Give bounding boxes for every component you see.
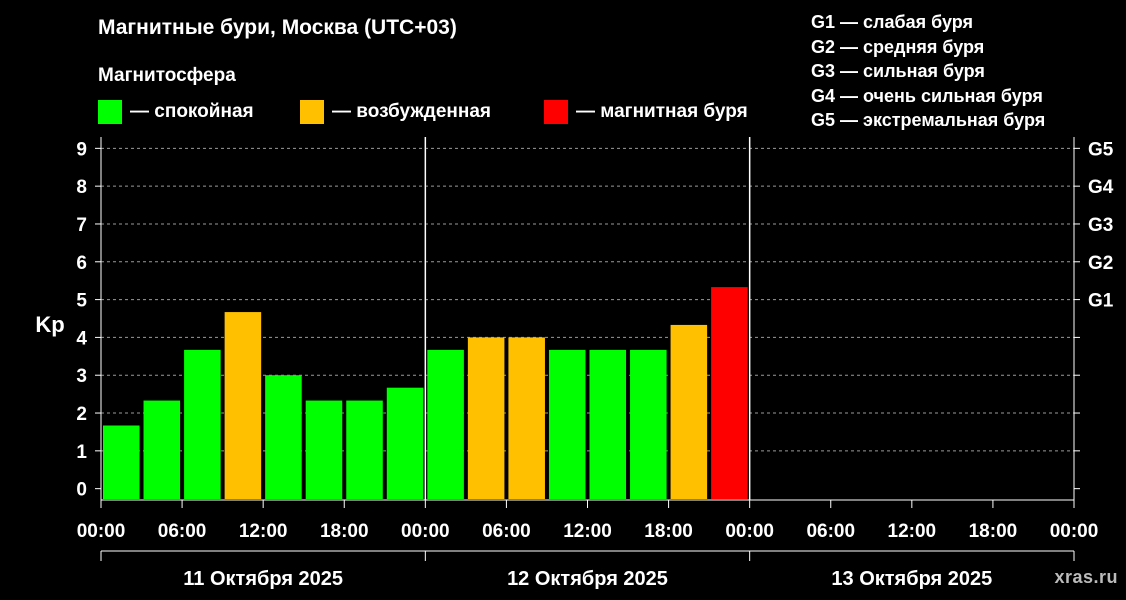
legend-swatch-storm [544,100,568,124]
y-tick-label: 9 [76,139,87,160]
axis-layer: 0 1 2 3 4 5 6 7 8 9 G1 G2 G3 G4 G5 Kp 00:00 06:00 12:00 18:… [35,137,1114,590]
y-tick-label: 0 [76,480,87,501]
kp-bar [589,349,627,499]
y-tick-label: 1 [76,442,87,463]
kp-bar [670,324,708,499]
storm-scale-g5: G5 — экстремальная буря [811,110,1046,130]
kp-bar [184,349,221,499]
watermark: xras.ru [1054,567,1118,587]
chart-subtitle: Магнитосфера [98,65,236,86]
y-tick-label: 6 [76,253,87,274]
kp-bar [630,349,667,499]
y-axis-label: Kp [35,312,64,337]
legend-label-excited: — возбужденная [332,101,492,122]
kp-bar [386,387,424,499]
y-tick-label: 5 [76,291,87,312]
kp-bar [103,425,140,499]
x-tick-label: 00:00 [725,521,774,542]
x-tick-label: 00:00 [1050,521,1099,542]
legend-item-excited: — возбужденная [300,99,491,125]
kp-bar [467,337,505,499]
storm-scale-g1: G1 — слабая буря [811,12,974,32]
kp-bar [224,312,262,499]
kp-bar [427,349,464,499]
storm-scale-g4: G4 — очень сильная буря [811,85,1043,106]
legend-label-calm: — спокойная [130,101,254,122]
y-tick-label: 2 [76,404,87,425]
bar-layer [103,287,748,499]
kp-bar [508,337,545,499]
y-tick-label: 3 [76,366,87,387]
x-tick-label: 00:00 [401,521,450,542]
legend-item-calm: — спокойная [98,99,254,125]
day-label: 11 Октября 2025 [183,568,343,590]
legend-item-storm: — магнитная буря [544,99,748,125]
legend-label-storm: — магнитная буря [576,101,748,122]
y-tick-label: 7 [76,215,87,236]
grid-layer [101,147,1074,452]
kp-bar [548,349,586,499]
g-scale-label: G1 [1088,291,1114,312]
x-tick-label: 06:00 [482,521,531,542]
kp-bar [305,400,343,499]
x-tick-label: 12:00 [563,521,612,542]
g-scale-label: G4 [1088,177,1114,198]
x-tick-label: 06:00 [806,521,855,542]
x-tick-label: 18:00 [644,521,693,542]
x-tick-label: 00:00 [77,521,126,542]
g-scale-label: G3 [1088,215,1113,236]
y-tick-label: 8 [76,177,87,198]
storm-scale-g2: G2 — средняя буря [811,36,985,57]
day-label: 13 Октября 2025 [831,568,992,590]
kp-bar [711,287,748,499]
g-scale-label: G5 [1088,139,1114,160]
g-scale-label: G2 [1088,253,1113,274]
x-tick-label: 18:00 [320,521,369,542]
storm-scale-legend: G1 — слабая буря G2 — средняя буря G3 — … [811,10,1045,133]
x-tick-label: 12:00 [888,521,937,542]
chart-title: Магнитные бури, Москва (UTC+03) [98,16,457,39]
x-tick-label: 18:00 [969,521,1018,542]
storm-scale-g3: G3 — сильная буря [811,61,985,81]
x-tick-label: 06:00 [158,521,207,542]
kp-bar [143,400,181,499]
legend-swatch-calm [98,100,122,124]
kp-bar [346,400,383,499]
day-label: 12 Октября 2025 [507,568,668,590]
legend-swatch-excited [300,100,324,124]
y-tick-label: 4 [76,328,87,349]
kp-bar [265,375,302,499]
x-tick-label: 12:00 [239,521,288,542]
